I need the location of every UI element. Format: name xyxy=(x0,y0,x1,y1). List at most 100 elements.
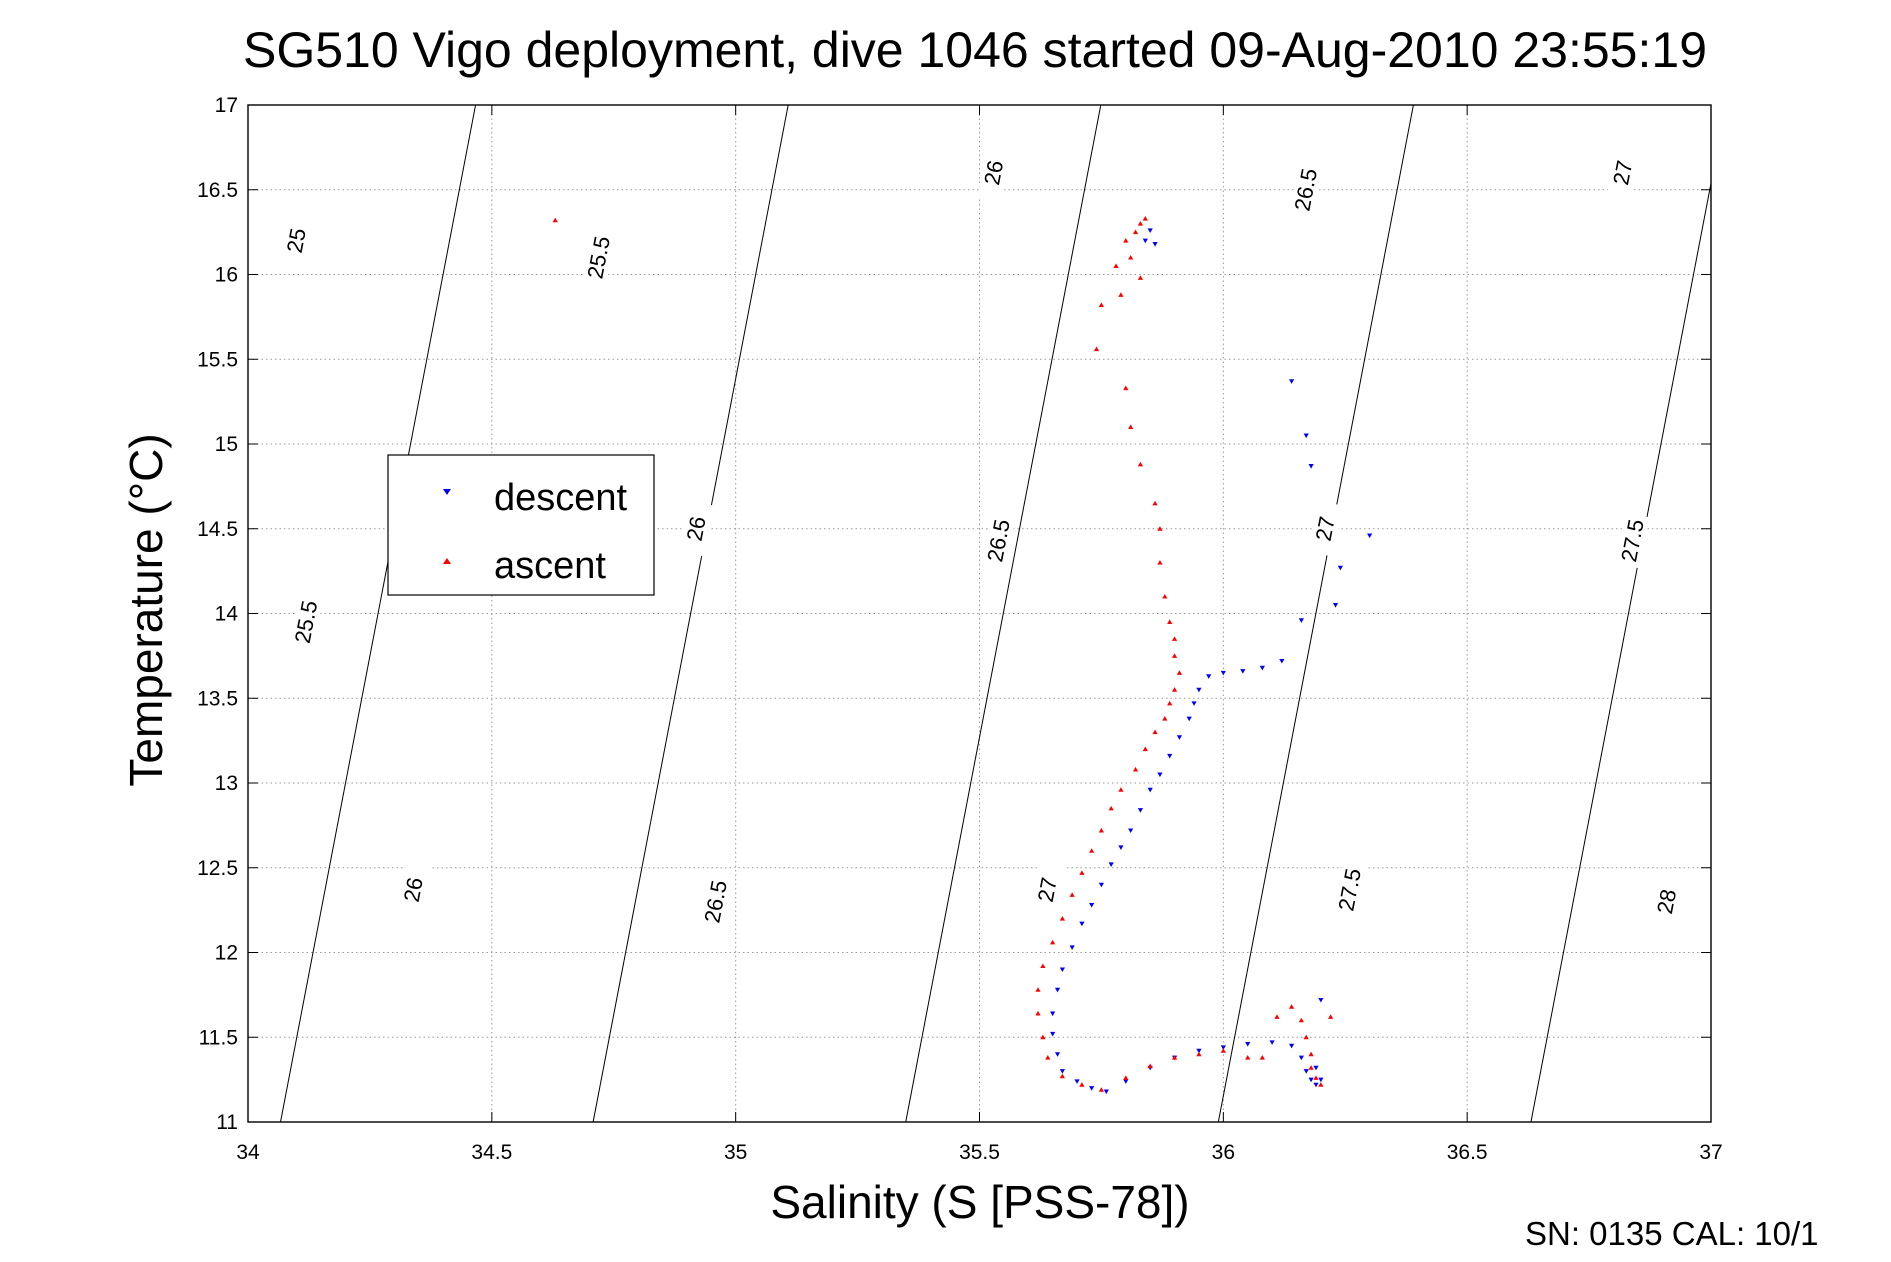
density-contour-label: 28 xyxy=(1652,887,1681,916)
ascent-point xyxy=(1274,1014,1280,1019)
ascent-point xyxy=(1137,221,1144,226)
density-contour-label-bg xyxy=(1309,500,1343,557)
ascent-point xyxy=(1142,746,1148,752)
y-tick-label: 11 xyxy=(216,1111,238,1134)
y-tick-label: 12 xyxy=(215,942,238,965)
density-contour-label-bg xyxy=(1606,145,1640,201)
density-contour-label-bg xyxy=(982,512,1016,569)
density-contour-label: 27 xyxy=(1033,875,1062,904)
density-contour-label-bg xyxy=(1333,861,1367,918)
descent-point xyxy=(1308,1077,1314,1083)
descent-point xyxy=(1069,945,1075,951)
density-contour-label: 27 xyxy=(1608,158,1637,187)
descent-point xyxy=(1103,1089,1109,1095)
ascent-point xyxy=(1118,787,1124,792)
y-tick-label: 17 xyxy=(215,94,238,117)
descent-point xyxy=(1318,997,1324,1003)
descent-point xyxy=(1059,967,1066,973)
ascent-point xyxy=(1089,848,1095,853)
y-tick-label: 13 xyxy=(215,772,238,795)
descent-point xyxy=(1054,987,1061,993)
descent-point xyxy=(1157,772,1163,778)
density-contour-label-bg xyxy=(1031,861,1065,918)
density-contour-label: 26 xyxy=(979,158,1008,187)
legend-ascent-label: ascent xyxy=(494,545,606,587)
ascent-point xyxy=(1298,1017,1304,1023)
ascent-point xyxy=(1142,215,1148,221)
ascent-point xyxy=(552,217,558,223)
density-contour-label-bg xyxy=(397,861,431,918)
ascent-point xyxy=(1328,1014,1334,1019)
y-axis-title: Temperature (°C) xyxy=(120,433,172,786)
ascent-point xyxy=(1128,254,1134,260)
density-contour-label: 26 xyxy=(399,875,428,904)
y-tick-label: 14 xyxy=(215,603,239,626)
y-tick-label: 15.5 xyxy=(197,348,238,371)
density-contour-line xyxy=(280,104,477,1123)
ascent-point xyxy=(1059,916,1066,921)
ascent-point xyxy=(1040,963,1046,969)
ascent-point xyxy=(1098,827,1105,833)
ascent-point xyxy=(1176,670,1183,675)
ascent-point xyxy=(1045,1054,1051,1060)
ascent-point xyxy=(1137,461,1144,467)
density-contour-label-bg xyxy=(1289,161,1323,218)
ascent-point xyxy=(1093,346,1100,352)
descent-point xyxy=(1279,658,1285,664)
y-tick-label: 14.5 xyxy=(197,518,238,541)
ascent-point xyxy=(1079,1082,1085,1087)
descent-point xyxy=(1313,1082,1319,1088)
ascent-point xyxy=(1171,636,1178,641)
ascent-point xyxy=(1220,1048,1226,1053)
descent-point xyxy=(1152,241,1158,247)
density-contour-line xyxy=(592,104,789,1123)
descent-point xyxy=(1147,228,1153,234)
density-contour-label-bg xyxy=(1650,873,1684,930)
x-tick-label: 35.5 xyxy=(959,1141,1000,1164)
ascent-point xyxy=(1313,1075,1319,1080)
descent-point xyxy=(1137,808,1144,813)
descent-point xyxy=(1298,1055,1304,1061)
descent-point xyxy=(1303,433,1309,439)
density-contour-label-bg xyxy=(289,594,324,650)
data-points xyxy=(552,215,1373,1095)
descent-point xyxy=(1167,753,1173,759)
descent-point xyxy=(1206,674,1212,679)
descent-point xyxy=(1089,903,1095,908)
descent-point xyxy=(1176,735,1183,740)
legend-descent-label: descent xyxy=(494,477,628,519)
ascent-point xyxy=(1259,1054,1265,1060)
descent-point xyxy=(1128,828,1134,834)
density-contour-label: 25 xyxy=(282,226,311,255)
ascent-point xyxy=(1303,1034,1309,1040)
ascent-point xyxy=(1098,1087,1105,1092)
density-contour-label-bg xyxy=(699,873,733,930)
density-contours xyxy=(280,104,1712,1123)
legend-ascent-marker xyxy=(443,558,451,564)
descent-point xyxy=(1050,1031,1056,1037)
density-contour-label-bg xyxy=(582,229,616,286)
ascent-point xyxy=(1137,275,1144,280)
axis-ticks: 34 34.5 35 35.5 36 36.5 37 11 11.5 12 12.5 13 13.5 14… xyxy=(197,94,1723,1164)
legend-descent-marker xyxy=(443,489,451,495)
ascent-point xyxy=(1152,500,1158,506)
ascent-point xyxy=(1098,302,1105,308)
ascent-point xyxy=(1113,263,1119,269)
ascent-point xyxy=(1128,424,1134,430)
ascent-point xyxy=(1171,1054,1178,1060)
descent-point xyxy=(1196,1048,1202,1054)
descent-point xyxy=(1367,533,1373,539)
ascent-point xyxy=(1123,385,1129,391)
ascent-point xyxy=(1171,653,1178,658)
chart-title: SG510 Vigo deployment, dive 1046 started… xyxy=(243,22,1707,78)
ascent-point xyxy=(1162,593,1168,599)
descent-point xyxy=(1147,787,1153,793)
density-contour-label-bg xyxy=(280,212,314,269)
x-tick-label: 34.5 xyxy=(471,1141,512,1164)
descent-point xyxy=(1108,862,1114,867)
ascent-point xyxy=(1132,766,1139,772)
y-tick-label: 16 xyxy=(215,264,238,287)
ascent-point xyxy=(1196,1051,1202,1057)
